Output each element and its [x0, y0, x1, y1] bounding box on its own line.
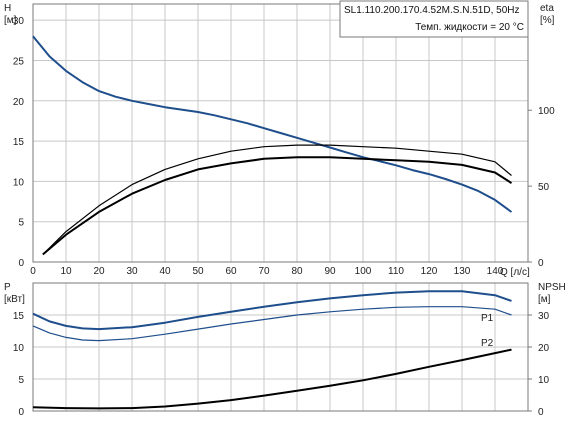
head-tick-label: 25: [13, 56, 25, 67]
x-tick-label: 90: [324, 266, 336, 277]
x-tick-label: 140: [487, 266, 504, 277]
head-curve: [32, 35, 513, 213]
info-box: [339, 0, 529, 38]
x-tick-label: 0: [30, 266, 36, 277]
x-tick-label: 20: [93, 266, 105, 277]
head-tick-label: 20: [13, 97, 25, 108]
npsh-tick-label: 0: [538, 407, 544, 418]
power-axis-label: P [кВт]: [4, 282, 25, 305]
efficiency-curve-upper: [42, 144, 512, 255]
efficiency-tick-label: 100: [538, 106, 555, 117]
efficiency-tick-label: 50: [538, 182, 550, 193]
x-tick-label: 40: [159, 266, 171, 277]
npsh-tick-label: 10: [538, 375, 550, 386]
legend-p1: P1: [481, 313, 494, 324]
x-tick-label: 50: [192, 266, 204, 277]
head-tick-label: 5: [18, 218, 24, 229]
efficiency-tick-label: 0: [538, 258, 544, 269]
top-chart-series: [32, 35, 513, 256]
npsh-axis-label: NPSH [м]: [538, 282, 566, 305]
npsh-tick-label: 30: [538, 311, 550, 322]
power-p1-curve: [32, 290, 512, 331]
efficiency-curve-lower: [42, 156, 513, 256]
power-tick-label: 10: [13, 343, 25, 354]
head-tick-label: 0: [18, 258, 24, 269]
head-tick-label: 30: [13, 16, 25, 27]
bottom-chart-series: [32, 290, 512, 410]
x-tick-label: 70: [258, 266, 270, 277]
npsh-tick-label: 20: [538, 343, 550, 354]
x-tick-label: 120: [421, 266, 438, 277]
head-axis-label: H [м]: [4, 3, 17, 26]
power-tick-label: 5: [18, 375, 24, 386]
x-tick-label: 130: [454, 266, 471, 277]
head-tick-label: 15: [13, 137, 25, 148]
bottom-chart-ticks: 0 5 10 15 0 10 20 30: [13, 311, 550, 418]
power-tick-label: 15: [13, 311, 25, 322]
x-tick-label: 100: [355, 266, 372, 277]
bottom-chart-grid: [32, 283, 528, 412]
head-tick-label: 10: [13, 177, 25, 188]
chart-subtitle: Темп. жидкости = 20 °C: [415, 22, 524, 33]
x-tick-label: 110: [388, 266, 404, 277]
top-chart-frame: [32, 3, 529, 263]
npsh-curve: [32, 348, 512, 410]
efficiency-axis-label: eta [%]: [540, 3, 555, 26]
x-tick-label: 30: [126, 266, 138, 277]
flow-axis-label: Q [л/с]: [500, 267, 530, 278]
power-p2-curve: [32, 306, 512, 342]
legend-p2: P2: [481, 338, 494, 349]
x-tick-label: 80: [291, 266, 303, 277]
power-tick-label: 0: [18, 407, 24, 418]
top-chart-ticks: 0 10 20 30 40 50 60 70 80 90 100 110 120 130 140 0 5 10 15…: [13, 16, 555, 277]
x-tick-label: 10: [60, 266, 72, 277]
x-tick-label: 60: [225, 266, 237, 277]
chart-title: SL1.110.200.170.4.52M.S.N.51D, 50Hz: [344, 5, 519, 16]
